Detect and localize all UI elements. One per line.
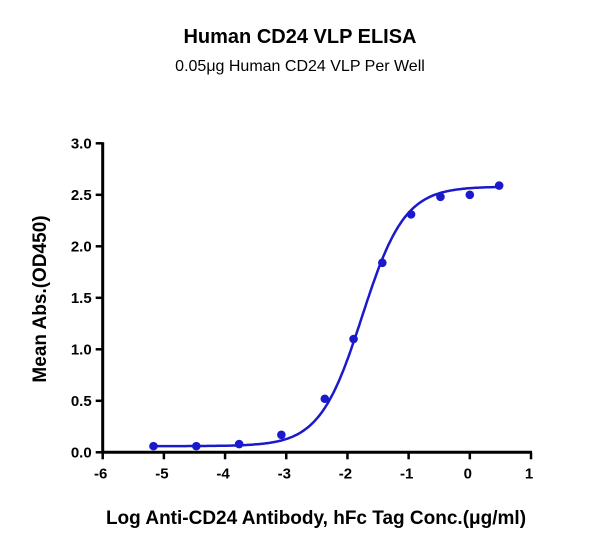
x-tick-label: -6 bbox=[94, 465, 107, 482]
chart-subtitle: 0.05μg Human CD24 VLP Per Well bbox=[175, 58, 425, 75]
y-tick-label: 2.0 bbox=[71, 238, 92, 255]
y-tick-label: 2.5 bbox=[71, 187, 92, 204]
x-axis-label: Log Anti-CD24 Antibody, hFc Tag Conc.(μg… bbox=[106, 508, 526, 529]
x-tick-label: -2 bbox=[339, 465, 352, 482]
data-point bbox=[192, 441, 201, 451]
data-point bbox=[234, 439, 244, 449]
y-tick-label: 3.0 bbox=[71, 135, 92, 152]
chart-title: Human CD24 VLP ELISA bbox=[183, 26, 417, 48]
x-tick-label: -5 bbox=[155, 465, 168, 482]
x-tick-label: 1 bbox=[525, 465, 533, 482]
data-point bbox=[436, 192, 445, 202]
x-tick-label: 0 bbox=[464, 465, 472, 482]
data-point bbox=[406, 210, 416, 219]
data-point bbox=[149, 441, 158, 451]
x-tick-label: -4 bbox=[216, 465, 230, 482]
data-point bbox=[277, 430, 286, 440]
data-point bbox=[349, 334, 358, 344]
x-tick-label: -1 bbox=[400, 465, 413, 482]
y-tick-label: 1.5 bbox=[71, 290, 92, 307]
fit-curve bbox=[153, 185, 499, 448]
y-tick-label: 1.0 bbox=[71, 341, 92, 358]
data-point bbox=[378, 258, 387, 268]
y-tick-label: 0.0 bbox=[71, 444, 92, 461]
data-point bbox=[465, 190, 475, 200]
y-tick-label: 0.5 bbox=[71, 393, 92, 410]
data-point bbox=[320, 394, 330, 404]
y-axis-label: Mean Abs.(OD450) bbox=[30, 215, 51, 382]
data-point bbox=[494, 181, 504, 190]
x-tick-label: -3 bbox=[278, 465, 291, 482]
